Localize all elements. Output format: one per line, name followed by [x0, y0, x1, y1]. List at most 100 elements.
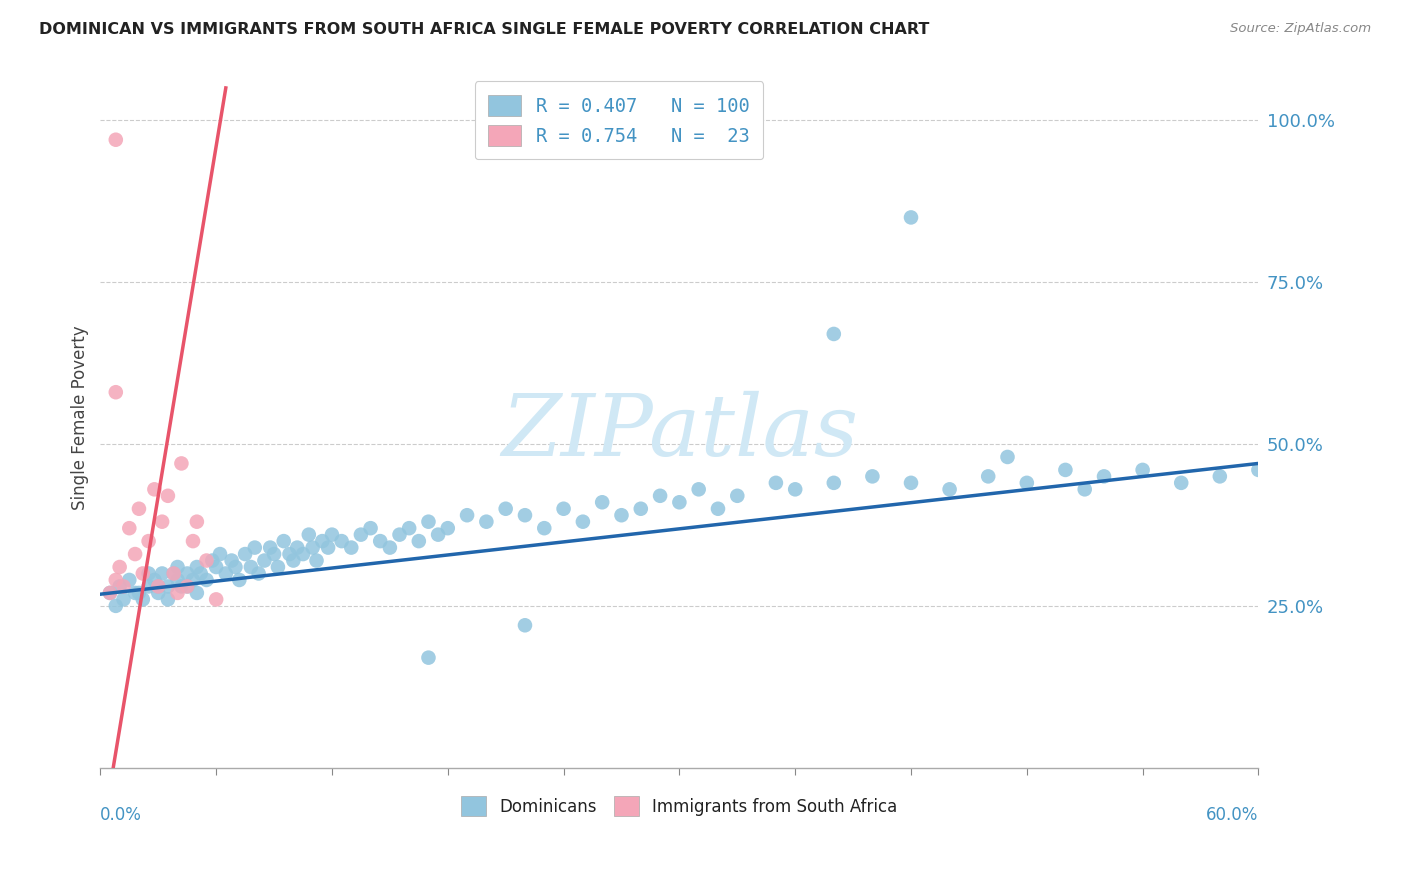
Point [190, 566, 212, 581]
Point [170, 457, 193, 471]
Point [513, 618, 536, 632]
Point [513, 508, 536, 523]
Point [823, 475, 845, 490]
Point [648, 489, 671, 503]
Point [1015, 475, 1038, 490]
Point [997, 450, 1019, 464]
Point [1170, 475, 1192, 490]
Point [166, 573, 188, 587]
Point [267, 560, 290, 574]
Point [707, 501, 730, 516]
Point [148, 586, 170, 600]
Point [128, 501, 150, 516]
Point [1209, 469, 1232, 483]
Point [124, 547, 146, 561]
Point [176, 579, 198, 593]
Point [243, 541, 266, 555]
Point [823, 326, 845, 341]
Point [224, 560, 246, 574]
Point [253, 553, 276, 567]
Point [104, 599, 127, 613]
Point [283, 553, 305, 567]
Point [181, 573, 204, 587]
Point [143, 483, 166, 497]
Point [427, 527, 450, 541]
Point [533, 521, 555, 535]
Point [263, 547, 285, 561]
Text: 0.0%: 0.0% [100, 806, 142, 824]
Point [1073, 483, 1095, 497]
Point [195, 553, 218, 567]
Point [688, 483, 710, 497]
Point [553, 501, 575, 516]
Point [148, 579, 170, 593]
Point [163, 566, 186, 581]
Point [201, 553, 224, 567]
Point [938, 483, 960, 497]
Point [1054, 463, 1077, 477]
Point [104, 573, 127, 587]
Point [398, 521, 420, 535]
Point [150, 566, 173, 581]
Point [572, 515, 595, 529]
Point [860, 469, 883, 483]
Point [418, 650, 440, 665]
Point [176, 579, 198, 593]
Point [148, 579, 170, 593]
Point [176, 566, 198, 581]
Point [475, 515, 498, 529]
Point [186, 560, 208, 574]
Text: Source: ZipAtlas.com: Source: ZipAtlas.com [1230, 22, 1371, 36]
Point [1092, 469, 1115, 483]
Point [305, 553, 328, 567]
Point [205, 560, 228, 574]
Point [104, 385, 127, 400]
Point [104, 133, 127, 147]
Point [186, 586, 208, 600]
Point [208, 547, 231, 561]
Point [239, 560, 262, 574]
Point [273, 534, 295, 549]
Point [186, 515, 208, 529]
Point [1247, 463, 1270, 477]
Point [378, 541, 401, 555]
Point [118, 573, 141, 587]
Point [132, 592, 155, 607]
Point [98, 586, 121, 600]
Point [388, 527, 411, 541]
Point [285, 541, 308, 555]
Point [495, 501, 517, 516]
Point [330, 534, 353, 549]
Point [124, 586, 146, 600]
Point [132, 566, 155, 581]
Point [298, 527, 321, 541]
Point [321, 527, 343, 541]
Point [150, 515, 173, 529]
Point [765, 475, 787, 490]
Point [591, 495, 613, 509]
Point [725, 489, 748, 503]
Point [368, 534, 391, 549]
Point [292, 547, 315, 561]
Point [610, 508, 633, 523]
Point [418, 515, 440, 529]
Point [170, 579, 193, 593]
Point [156, 579, 179, 593]
Point [350, 527, 373, 541]
Point [316, 541, 339, 555]
Point [311, 534, 333, 549]
Point [900, 475, 922, 490]
Point [205, 592, 228, 607]
Point [166, 560, 188, 574]
Point [340, 541, 363, 555]
Point [112, 592, 135, 607]
Point [156, 489, 179, 503]
Point [977, 469, 1000, 483]
Point [247, 566, 270, 581]
Point [156, 592, 179, 607]
Y-axis label: Single Female Poverty: Single Female Poverty [72, 326, 89, 510]
Point [221, 553, 243, 567]
Point [301, 541, 323, 555]
Point [138, 534, 160, 549]
Point [98, 586, 121, 600]
